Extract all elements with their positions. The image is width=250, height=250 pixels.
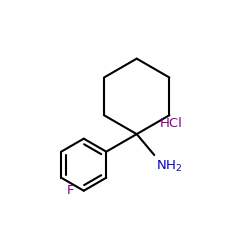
Text: NH$_2$: NH$_2$ (156, 159, 182, 174)
Text: HCl: HCl (160, 117, 183, 130)
Text: F: F (66, 184, 74, 197)
